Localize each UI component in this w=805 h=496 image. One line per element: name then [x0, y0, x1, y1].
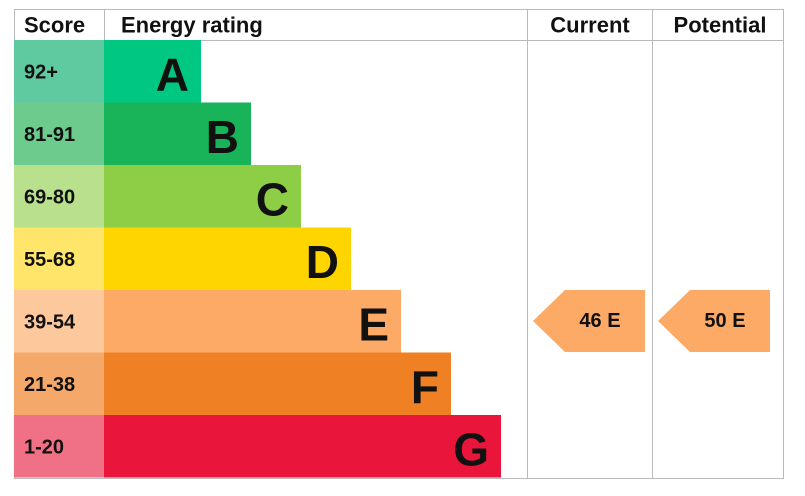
score-label: 39-54 — [24, 311, 76, 333]
rating-letter: D — [306, 236, 339, 288]
score-cell — [14, 227, 104, 290]
score-label: 55-68 — [24, 249, 75, 271]
score-label: 1-20 — [24, 436, 64, 458]
rating-letter: F — [411, 361, 439, 413]
score-label: 92+ — [24, 61, 58, 83]
score-label: 81-91 — [24, 124, 75, 146]
header-score: Score — [24, 13, 85, 38]
rating-bar — [104, 165, 301, 228]
current-arrow — [533, 290, 645, 352]
header-rating: Energy rating — [121, 13, 263, 38]
score-label: 69-80 — [24, 186, 75, 208]
rating-bar — [104, 102, 251, 165]
score-cell — [14, 415, 104, 478]
header-current: Current — [550, 13, 630, 38]
rating-bar — [104, 352, 451, 415]
score-cell — [14, 352, 104, 415]
header-potential: Potential — [674, 13, 767, 38]
score-cell — [14, 290, 104, 353]
current-rating: 46 E — [579, 310, 620, 332]
rating-letter: G — [453, 423, 489, 475]
potential-arrow — [658, 290, 770, 352]
rating-bar — [104, 290, 401, 353]
rating-bar — [104, 227, 351, 290]
rating-letter: E — [358, 298, 389, 350]
score-cell — [14, 165, 104, 228]
rating-letter: C — [256, 173, 289, 225]
rating-letter: B — [206, 111, 239, 163]
score-cell — [14, 102, 104, 165]
score-cell — [14, 40, 104, 103]
rating-bar — [104, 40, 201, 103]
potential-rating: 50 E — [704, 310, 745, 332]
score-label: 21-38 — [24, 374, 75, 396]
rating-letter: A — [156, 48, 189, 100]
rating-bar — [104, 415, 501, 478]
